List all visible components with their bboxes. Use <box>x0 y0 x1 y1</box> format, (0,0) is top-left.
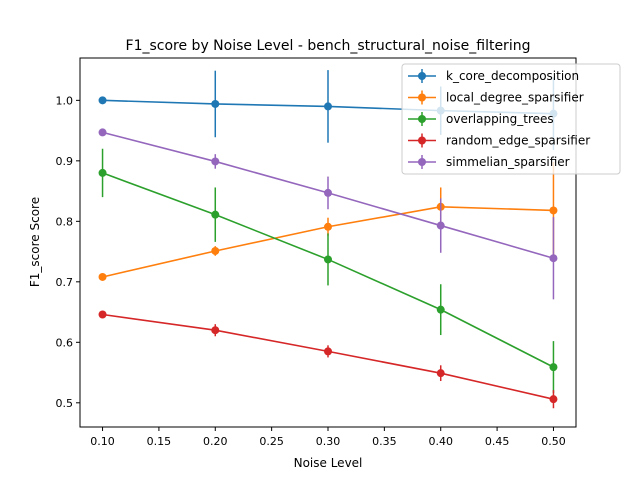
data-point <box>549 363 558 372</box>
x-tick-label: 0.35 <box>372 435 397 448</box>
data-point <box>324 222 332 231</box>
data-point <box>98 96 107 105</box>
x-tick-label: 0.30 <box>316 435 341 448</box>
legend-marker <box>418 136 426 145</box>
x-tick-label: 0.15 <box>147 435 172 448</box>
x-tick-label: 0.40 <box>428 435 453 448</box>
data-point <box>211 246 220 255</box>
data-point <box>549 206 558 215</box>
data-point <box>436 305 445 314</box>
x-tick-label: 0.45 <box>485 435 510 448</box>
x-axis-label: Noise Level <box>294 456 363 470</box>
x-tick-label: 0.50 <box>541 435 566 448</box>
y-axis: 0.5 0.6 0.7 0.8 0.9 1.0 <box>56 94 80 410</box>
data-point <box>324 188 332 197</box>
series-overlapping_trees <box>98 148 558 394</box>
data-point <box>98 168 107 177</box>
legend-label: random_edge_sparsifier <box>446 134 590 148</box>
legend-item: k_core_decomposition <box>408 69 579 83</box>
data-point <box>549 395 558 404</box>
legend-box <box>401 63 621 175</box>
data-point <box>211 326 220 335</box>
x-tick-label: 0.10 <box>90 435 115 448</box>
legend: k_core_decomposition local_degree_sparsif… <box>401 63 621 175</box>
chart-title: F1_score by Noise Level - bench_structur… <box>126 38 531 54</box>
legend-label: k_core_decomposition <box>446 69 579 83</box>
legend-label: local_degree_sparsifier <box>446 91 584 105</box>
legend-label: simmelian_sparsifier <box>446 155 570 169</box>
y-tick-label: 0.9 <box>56 155 74 168</box>
legend-item: random_edge_sparsifier <box>408 133 590 148</box>
data-point <box>211 210 220 219</box>
legend-marker <box>418 93 426 102</box>
data-point <box>98 272 107 281</box>
data-point <box>211 157 220 166</box>
legend-label: overlapping_trees <box>446 112 554 126</box>
data-point <box>98 128 107 137</box>
data-point <box>211 99 220 108</box>
legend-marker <box>418 158 426 166</box>
legend-marker <box>418 115 426 123</box>
x-tick-label: 0.20 <box>203 435 228 448</box>
y-tick-label: 0.8 <box>56 215 74 228</box>
series-simmelian_sparsifier <box>98 128 558 300</box>
data-point <box>436 369 445 378</box>
y-axis-label: F1_score Score <box>28 197 42 287</box>
data-point <box>324 347 332 356</box>
legend-marker <box>418 72 426 80</box>
legend-item: local_degree_sparsifier <box>408 90 584 105</box>
y-tick-label: 0.7 <box>56 276 74 289</box>
data-point <box>324 255 332 264</box>
y-tick-label: 0.6 <box>56 336 74 349</box>
data-point <box>98 310 107 319</box>
legend-item: simmelian_sparsifier <box>408 155 570 169</box>
y-tick-label: 0.5 <box>56 397 74 410</box>
data-point <box>436 221 445 230</box>
data-point <box>324 102 332 111</box>
y-tick-label: 1.0 <box>56 94 74 107</box>
legend-item: overlapping_trees <box>408 112 554 126</box>
data-point <box>549 254 558 263</box>
x-tick-label: 0.25 <box>259 435 284 448</box>
x-axis: 0.10 0.15 0.20 0.25 0.30 0.35 0.40 0.45 0.50 <box>90 427 566 448</box>
series-random_edge_sparsifier <box>98 310 558 409</box>
